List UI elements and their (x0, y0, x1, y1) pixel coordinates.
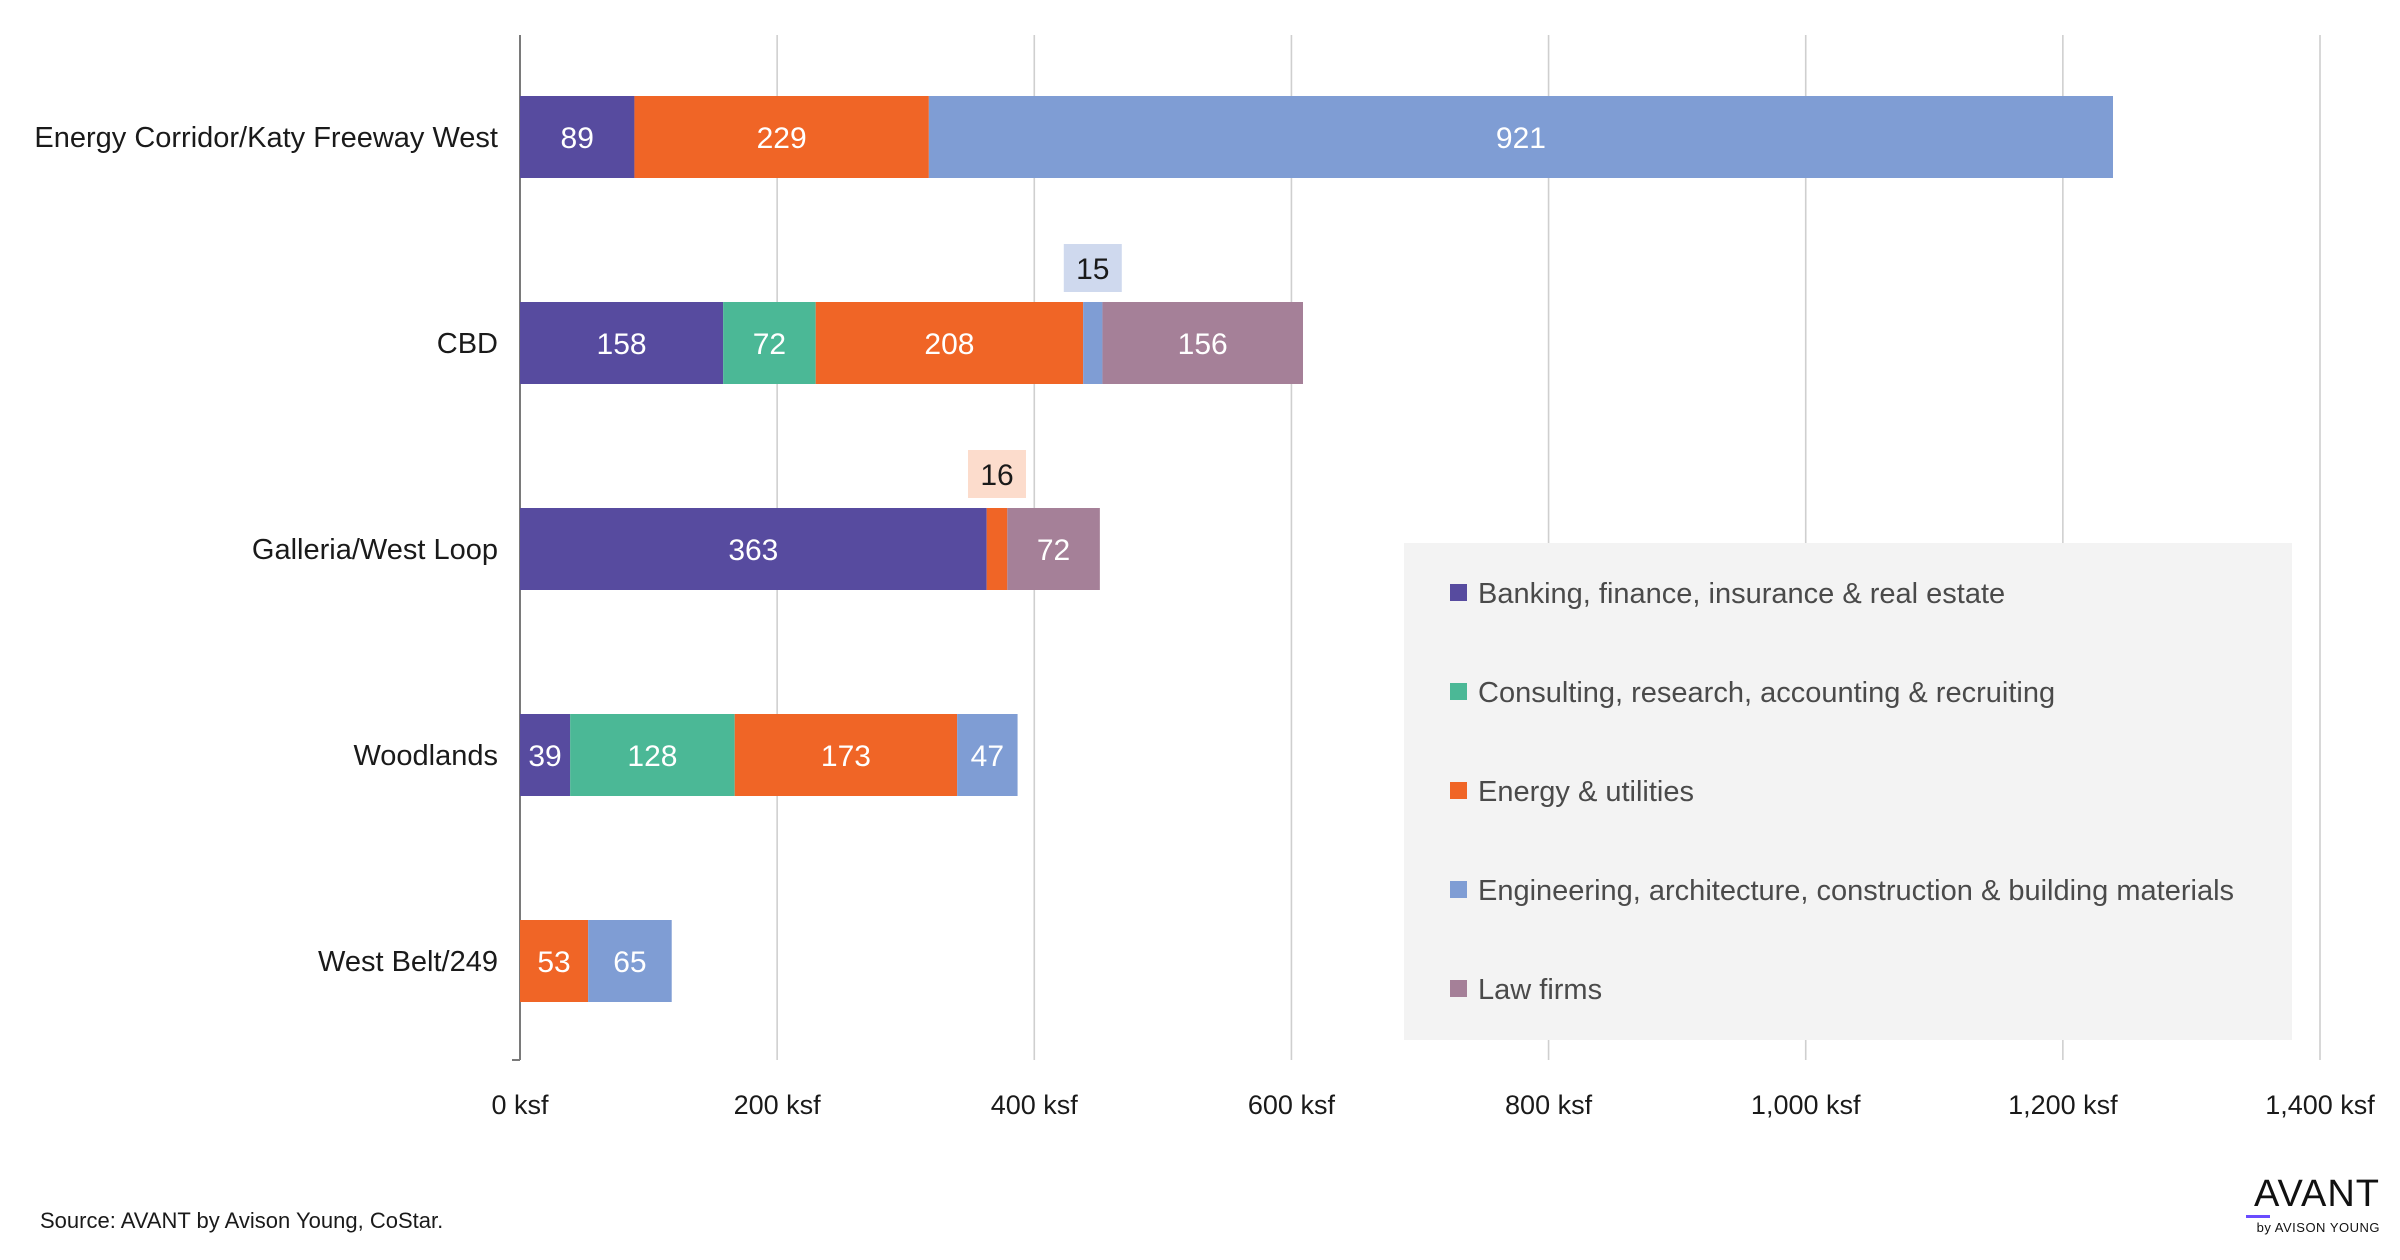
x-tick-label: 600 ksf (1248, 1090, 1336, 1120)
x-tick-label: 1,400 ksf (2265, 1090, 2375, 1120)
legend-swatch (1450, 584, 1467, 601)
legend-entry: Law firms (1478, 974, 1602, 1006)
bar-segment (957, 714, 1018, 796)
data-label: 158 (597, 328, 647, 361)
legend-entry: Consulting, research, accounting & recru… (1478, 677, 2055, 709)
bar-segment (520, 920, 589, 1002)
category-labels: Energy Corridor/Katy Freeway West CBD Gall… (34, 122, 498, 978)
data-label: 921 (1496, 122, 1546, 155)
bar-segment (1083, 302, 1103, 384)
bar-segment (588, 920, 672, 1002)
bar-segment (520, 714, 571, 796)
bars-layer: 89 229 921 158 72 208 15 156 363 16 72 39 128 173 47 53… (520, 96, 2113, 1002)
source-note: Source: AVANT by Avison Young, CoStar. (40, 1208, 444, 1233)
data-label: 39 (528, 740, 561, 773)
category-label: Woodlands (353, 740, 498, 772)
legend-entry: Banking, finance, insurance & real estat… (1478, 578, 2005, 610)
data-label: 363 (728, 534, 778, 567)
category-label: CBD (437, 328, 498, 360)
category-label: West Belt/249 (318, 946, 498, 978)
bar-segment (734, 714, 958, 796)
bar-segment (634, 96, 929, 178)
callout-label: 15 (1076, 253, 1109, 286)
bar-segment (723, 302, 816, 384)
bar-segment (815, 302, 1084, 384)
x-tick-label: 200 ksf (734, 1090, 822, 1120)
callout-box (1063, 244, 1122, 292)
logo-subtitle: by AVISON YOUNG (2256, 1220, 2380, 1235)
data-label: 156 (1178, 328, 1228, 361)
legend-box (1404, 543, 2292, 1040)
data-label: 173 (821, 740, 871, 773)
data-label: 89 (561, 122, 594, 155)
x-tick-labels: 0 ksf 200 ksf 400 ksf 600 ksf 800 ksf 1,000 k… (491, 1090, 2375, 1120)
x-tick-label: 1,200 ksf (2008, 1090, 2118, 1120)
category-label: Energy Corridor/Katy Freeway West (34, 122, 498, 154)
legend-swatch (1450, 881, 1467, 898)
bar-segment (570, 714, 735, 796)
legend-swatch (1450, 980, 1467, 997)
callout-label: 16 (980, 459, 1013, 492)
data-label: 65 (613, 946, 646, 979)
logo-wordmark: AVANT (2253, 1173, 2380, 1215)
legend-swatch (1450, 683, 1467, 700)
data-label: 72 (1037, 534, 1070, 567)
bar-segment (520, 96, 635, 178)
callout-box (968, 450, 1026, 498)
logo-accent-bar (2246, 1215, 2270, 1218)
bar-segment (928, 96, 2113, 178)
data-label: 72 (753, 328, 786, 361)
data-label: 53 (537, 946, 570, 979)
category-label: Galleria/West Loop (252, 534, 498, 566)
avant-logo: AVANT by AVISON YOUNG (2240, 1175, 2380, 1235)
legend-entry: Energy & utilities (1478, 776, 1694, 808)
legend-entry: Engineering, architecture, construction … (1478, 875, 2234, 907)
x-tick-label: 400 ksf (991, 1090, 1079, 1120)
legend: Banking, finance, insurance & real estat… (1404, 543, 2292, 1040)
data-label: 128 (627, 740, 677, 773)
bar-segment (1007, 508, 1100, 590)
x-tick-label: 800 ksf (1505, 1090, 1593, 1120)
data-label: 47 (971, 740, 1004, 773)
bar-segment (1102, 302, 1303, 384)
bar-segment (520, 302, 724, 384)
x-tick-label: 0 ksf (491, 1090, 549, 1120)
legend-swatch (1450, 782, 1467, 799)
data-label: 229 (757, 122, 807, 155)
bar-segment (520, 508, 987, 590)
data-label: 208 (924, 328, 974, 361)
x-tick-label: 1,000 ksf (1751, 1090, 1861, 1120)
bar-segment (986, 508, 1008, 590)
